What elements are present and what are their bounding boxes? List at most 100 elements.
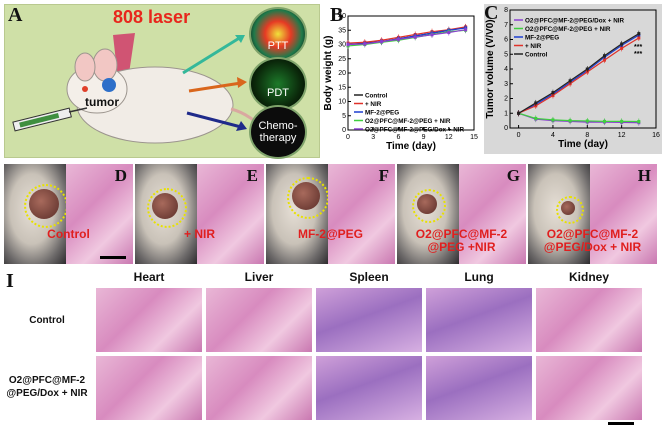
data-point bbox=[602, 54, 606, 58]
tumor-histology bbox=[328, 164, 395, 264]
tumor-outline bbox=[556, 196, 584, 224]
data-point bbox=[534, 116, 538, 120]
arrow-ptt bbox=[182, 35, 242, 75]
data-point bbox=[464, 28, 468, 32]
x-tick-label: 12 bbox=[445, 134, 453, 141]
mouse-photo bbox=[397, 164, 459, 264]
panel-label-c: C bbox=[484, 2, 499, 24]
histology-image bbox=[536, 356, 642, 420]
data-point bbox=[637, 32, 641, 36]
organ-title: Lung bbox=[464, 270, 494, 284]
row-label: Control bbox=[29, 315, 65, 326]
tumor-histology bbox=[197, 164, 264, 264]
y-tick-label: 20 bbox=[338, 70, 346, 77]
legend-label: O2@PFC@MF-2@PEG/Dox + NIR bbox=[525, 18, 625, 25]
scale-bar bbox=[100, 256, 126, 259]
histology-image bbox=[316, 356, 422, 420]
treatment-label: O2@PFC@MF-2 @PEG +NIR bbox=[415, 227, 508, 254]
histology-image bbox=[96, 356, 202, 420]
chemo-label: Chemo-therapy bbox=[258, 120, 298, 144]
syringe-fluid bbox=[19, 112, 60, 128]
series-line bbox=[347, 29, 466, 46]
row-label: O2@PFC@MF-2 @PEG/Dox + NIR bbox=[6, 375, 88, 399]
arrow-pdt bbox=[188, 81, 242, 93]
histology-image bbox=[426, 356, 532, 420]
mouse-illustration bbox=[12, 33, 286, 147]
x-tick-label: 12 bbox=[618, 132, 626, 139]
x-axis-label: Time (day) bbox=[386, 141, 436, 152]
tumor-site bbox=[102, 78, 116, 92]
x-tick-label: 8 bbox=[585, 132, 589, 139]
data-point bbox=[620, 46, 624, 50]
treatment-label: + NIR bbox=[183, 227, 215, 241]
x-tick-label: 4 bbox=[551, 132, 555, 139]
series-line bbox=[518, 112, 639, 123]
data-point bbox=[620, 42, 624, 46]
photo-panel: H O2@PFC@MF-2 @PEG/Dox + NIR bbox=[528, 164, 657, 264]
y-tick-label: 1 bbox=[504, 110, 508, 117]
pdt-circle: PDT bbox=[249, 57, 307, 111]
scale-bar bbox=[608, 422, 634, 425]
tumor-histology bbox=[590, 164, 657, 264]
photo-panel: E + NIR bbox=[135, 164, 264, 264]
histology-grid: Heart Liver Spleen Lung Kidney Control O2@PFC@… bbox=[0, 268, 665, 433]
y-tick-label: 8 bbox=[504, 7, 508, 14]
significance-marker: *** bbox=[634, 51, 642, 58]
arrow-chemo bbox=[186, 111, 242, 129]
chemo-circle: Chemo-therapy bbox=[249, 105, 307, 159]
legend-label: MF-2@PEG bbox=[525, 35, 559, 42]
data-point bbox=[585, 119, 589, 123]
y-tick-label: 5 bbox=[504, 51, 508, 58]
data-point bbox=[517, 111, 521, 115]
panel-label-a: A bbox=[8, 4, 23, 26]
x-tick-label: 16 bbox=[652, 132, 660, 139]
series-line bbox=[518, 34, 640, 114]
series-line bbox=[347, 26, 466, 44]
legend-label: + NIR bbox=[525, 43, 542, 50]
tumor-outline bbox=[24, 184, 66, 228]
mouse-photo bbox=[4, 164, 66, 264]
data-point bbox=[534, 101, 538, 105]
data-point bbox=[380, 40, 384, 44]
mouse-eye bbox=[82, 86, 88, 92]
data-point bbox=[551, 118, 555, 122]
y-tick-label: 2 bbox=[504, 96, 508, 103]
legend-label: O2@PFC@MF-2@PEG + NIR bbox=[365, 118, 451, 125]
treatment-label: MF-2@PEG bbox=[297, 227, 364, 241]
mouse-photo bbox=[528, 164, 590, 264]
tumor-outline bbox=[287, 177, 328, 219]
y-tick-label: 40 bbox=[338, 13, 346, 20]
y-tick-label: 5 bbox=[342, 113, 346, 120]
panel-label-d: D bbox=[114, 166, 127, 185]
y-tick-label: 30 bbox=[338, 42, 346, 49]
mouse-photo bbox=[266, 164, 328, 264]
tumor-outline bbox=[147, 188, 187, 228]
x-tick-label: 3 bbox=[371, 134, 375, 141]
organ-title: Liver bbox=[244, 270, 274, 284]
x-tick-label: 15 bbox=[470, 134, 478, 141]
tumor-label: tumor bbox=[85, 95, 119, 109]
histology-image bbox=[206, 356, 312, 420]
data-point bbox=[363, 42, 367, 46]
data-point bbox=[637, 120, 641, 124]
chart-body-weight: 0 3 6 9 12 15 0 5 10 15 20 25 30 35 40 Time (day) Body w… bbox=[323, 13, 478, 152]
photo-panel: F MF-2@PEG bbox=[266, 164, 395, 264]
legend-label: Control bbox=[365, 93, 388, 100]
treatment-label: Control bbox=[47, 227, 90, 241]
series-line bbox=[518, 33, 640, 114]
panel-label-b: B bbox=[330, 4, 344, 26]
histology-image bbox=[316, 288, 422, 352]
mouse-photo bbox=[135, 164, 197, 264]
y-axis-label: Body weight (g) bbox=[323, 36, 334, 111]
tumor-outline bbox=[412, 189, 446, 223]
photo-panel: G O2@PFC@MF-2 @PEG +NIR bbox=[397, 164, 526, 264]
legend-label: O2@PFC@MF-2@PEG + NIR bbox=[525, 26, 611, 33]
data-point bbox=[430, 33, 434, 37]
data-point bbox=[413, 35, 417, 39]
series-line bbox=[518, 37, 640, 114]
organ-title: Spleen bbox=[349, 270, 389, 284]
panel-a-schematic: 808 laser tumor PTT PDT Chemo-therapy bbox=[4, 4, 320, 159]
data-point bbox=[551, 91, 555, 95]
data-point bbox=[637, 36, 641, 40]
photo-panel: D Control bbox=[4, 164, 133, 264]
